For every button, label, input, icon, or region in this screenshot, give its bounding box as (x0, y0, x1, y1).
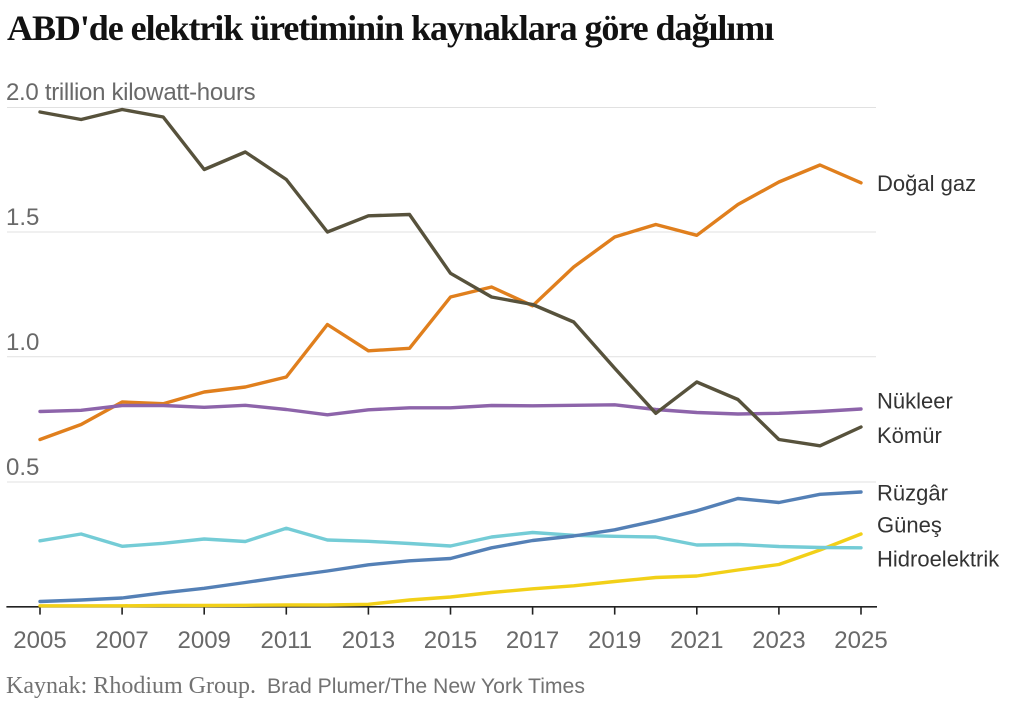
svg-text:2005: 2005 (13, 627, 66, 654)
svg-text:Brad Plumer/The New York Times: Brad Plumer/The New York Times (267, 675, 585, 698)
svg-text:1.5: 1.5 (6, 204, 39, 231)
svg-text:2013: 2013 (342, 627, 395, 654)
svg-text:0.5: 0.5 (6, 454, 39, 481)
svg-text:1.0: 1.0 (6, 329, 39, 356)
svg-text:2007: 2007 (95, 627, 148, 654)
svg-text:2015: 2015 (424, 627, 477, 654)
svg-text:2011: 2011 (260, 627, 312, 654)
svg-text:2017: 2017 (506, 627, 559, 654)
svg-text:Güneş: Güneş (877, 513, 942, 538)
svg-text:2009: 2009 (178, 627, 231, 654)
svg-text:Kaynak: Rhodium Group.: Kaynak: Rhodium Group. (6, 673, 256, 699)
svg-text:2019: 2019 (588, 627, 641, 654)
svg-text:2021: 2021 (670, 627, 723, 654)
svg-text:2.0 trillion kilowatt-hours: 2.0 trillion kilowatt-hours (6, 79, 256, 106)
svg-text:Kömür: Kömür (877, 423, 942, 448)
svg-text:Doğal gaz: Doğal gaz (877, 171, 976, 196)
svg-text:Rüzgâr: Rüzgâr (877, 481, 948, 506)
svg-text:ABD'de elektrik üretiminin kay: ABD'de elektrik üretiminin kaynaklara gö… (7, 8, 774, 48)
svg-text:2025: 2025 (834, 627, 887, 654)
svg-text:Nükleer: Nükleer (877, 389, 953, 414)
svg-text:2023: 2023 (752, 627, 805, 654)
svg-text:Hidroelektrik: Hidroelektrik (877, 547, 1000, 572)
